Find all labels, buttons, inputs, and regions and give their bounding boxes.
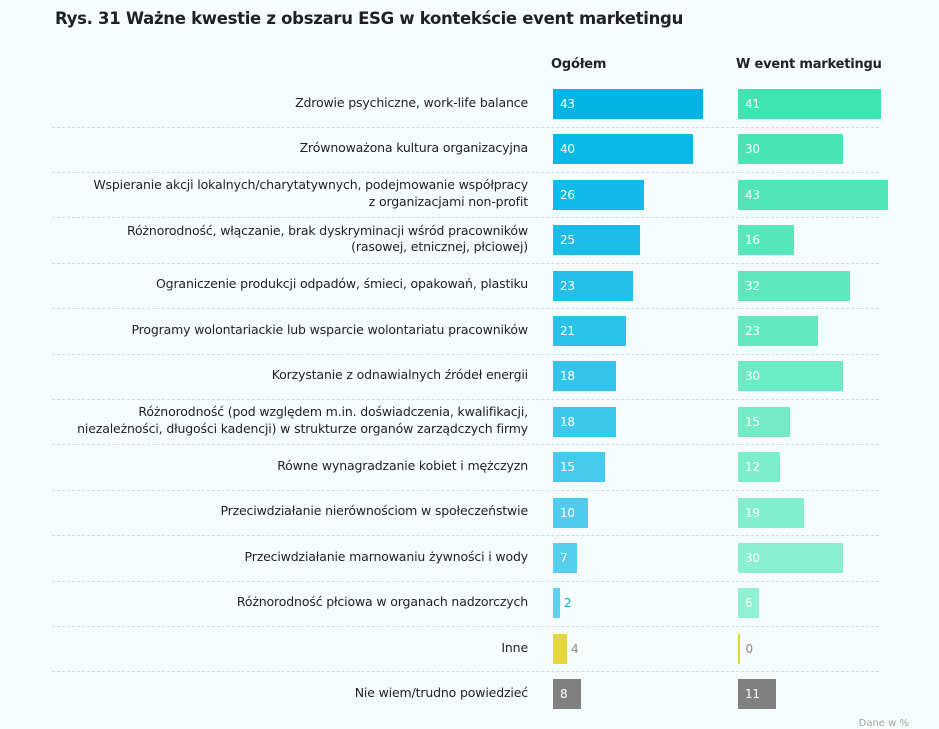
- category-label: Przeciwdziałanie nierównościom w społecz…: [220, 503, 528, 519]
- bar-event-marketing: [738, 225, 794, 256]
- value-label: 21: [560, 324, 575, 338]
- row-separator: [52, 398, 879, 400]
- bar-event-marketing: [738, 134, 843, 165]
- value-label: 43: [745, 187, 760, 202]
- value-label: 23: [745, 324, 760, 338]
- bar-ogolem: [553, 225, 641, 256]
- category-label: Korzystanie z odnawialnych źródeł energi…: [271, 367, 528, 383]
- row-separator: [52, 444, 879, 446]
- footnote: Dane w %: [858, 718, 909, 729]
- value-label: 4: [570, 641, 579, 656]
- row-separator: [52, 535, 879, 537]
- value-label: 2: [563, 596, 572, 611]
- bar-event-marketing: [738, 270, 850, 301]
- bar-ogolem: [553, 633, 567, 664]
- bar-ogolem: [553, 497, 588, 528]
- bar-event-marketing: [738, 588, 759, 619]
- value-label: 11: [745, 687, 760, 702]
- bar-event-marketing: [738, 543, 843, 573]
- value-label: 41: [745, 97, 760, 111]
- chart-title: Rys. 31 Ważne kwestie z obszaru ESG w ko…: [55, 9, 684, 28]
- value-label: 15: [745, 414, 760, 429]
- column-header-ogolem: Ogółem: [551, 57, 607, 72]
- value-label: 6: [745, 596, 753, 611]
- value-label: 30: [745, 369, 760, 384]
- category-label: Równe wynagradzanie kobiet i mężczyzn: [277, 457, 528, 473]
- value-label: 8: [560, 687, 568, 702]
- value-label: 40: [560, 142, 575, 157]
- bar-ogolem: [553, 270, 634, 301]
- value-label: 16: [745, 233, 760, 248]
- category-label: Zrównoważona kultura organizacyjna: [299, 140, 529, 156]
- bar-event-marketing: [738, 633, 740, 664]
- value-label: 32: [745, 278, 760, 293]
- bar-event-marketing: [738, 679, 777, 710]
- bar-ogolem: [553, 179, 644, 210]
- row-separator: [52, 217, 879, 219]
- value-label: 25: [560, 233, 575, 248]
- row-separator: [52, 353, 879, 355]
- column-header-event-marketing: W event marketingu: [736, 57, 882, 72]
- category-label: Zdrowie psychiczne, work-life balance: [295, 94, 528, 110]
- row-separator: [52, 308, 879, 310]
- bar-ogolem: [553, 134, 693, 165]
- row-separator: [52, 262, 879, 264]
- bar-event-marketing: [738, 361, 843, 392]
- row-separator: [52, 489, 879, 491]
- bar-ogolem: [553, 679, 581, 710]
- row-separator: [52, 126, 879, 128]
- bar-ogolem: [553, 361, 616, 392]
- value-label: 0: [745, 641, 754, 656]
- row-separator: [52, 171, 879, 173]
- value-label: 15: [560, 460, 575, 475]
- bar-event-marketing: [738, 179, 889, 210]
- bar-event-marketing: [738, 497, 805, 528]
- value-label: 26: [560, 187, 575, 202]
- bar-event-marketing: [738, 452, 780, 483]
- value-label: 30: [745, 142, 760, 157]
- bar-ogolem: [553, 543, 578, 573]
- value-label: 18: [560, 369, 575, 384]
- bar-event-marketing: [738, 316, 819, 346]
- category-label: Programy wolontariackie lub wsparcie wol…: [131, 321, 528, 337]
- value-label: 23: [560, 278, 575, 293]
- bar-ogolem: [553, 89, 704, 119]
- value-label: 7: [560, 551, 568, 565]
- category-label: Ograniczenie produkcji odpadów, śmieci, …: [155, 276, 528, 292]
- category-label: Nie wiem/trudno powiedzieć: [354, 684, 528, 700]
- value-label: 30: [745, 551, 760, 565]
- category-label: Różnorodność płciowa w organach nadzorcz…: [236, 594, 528, 610]
- value-label: 10: [560, 505, 575, 520]
- category-label: Inne: [501, 639, 528, 655]
- bar-ogolem: [553, 316, 627, 346]
- category-label: Różnorodność (pod względem m.in. doświad…: [77, 404, 528, 436]
- row-separator: [52, 580, 879, 582]
- category-label: Przeciwdziałanie marnowaniu żywności i w…: [244, 548, 529, 564]
- bar-ogolem: [553, 452, 606, 483]
- value-label: 12: [745, 460, 760, 475]
- bar-ogolem: [553, 588, 560, 619]
- row-separator: [52, 671, 879, 673]
- category-label: Różnorodność, włączanie, brak dyskrymina…: [127, 222, 528, 255]
- value-label: 18: [560, 414, 575, 429]
- value-label: 43: [560, 97, 575, 111]
- bar-event-marketing: [738, 406, 791, 437]
- bar-event-marketing: [738, 89, 882, 119]
- bar-ogolem: [553, 406, 616, 437]
- row-separator: [52, 625, 879, 627]
- value-label: 19: [745, 505, 760, 520]
- category-label: Wspieranie akcji lokalnych/charytatywnyc…: [93, 177, 528, 209]
